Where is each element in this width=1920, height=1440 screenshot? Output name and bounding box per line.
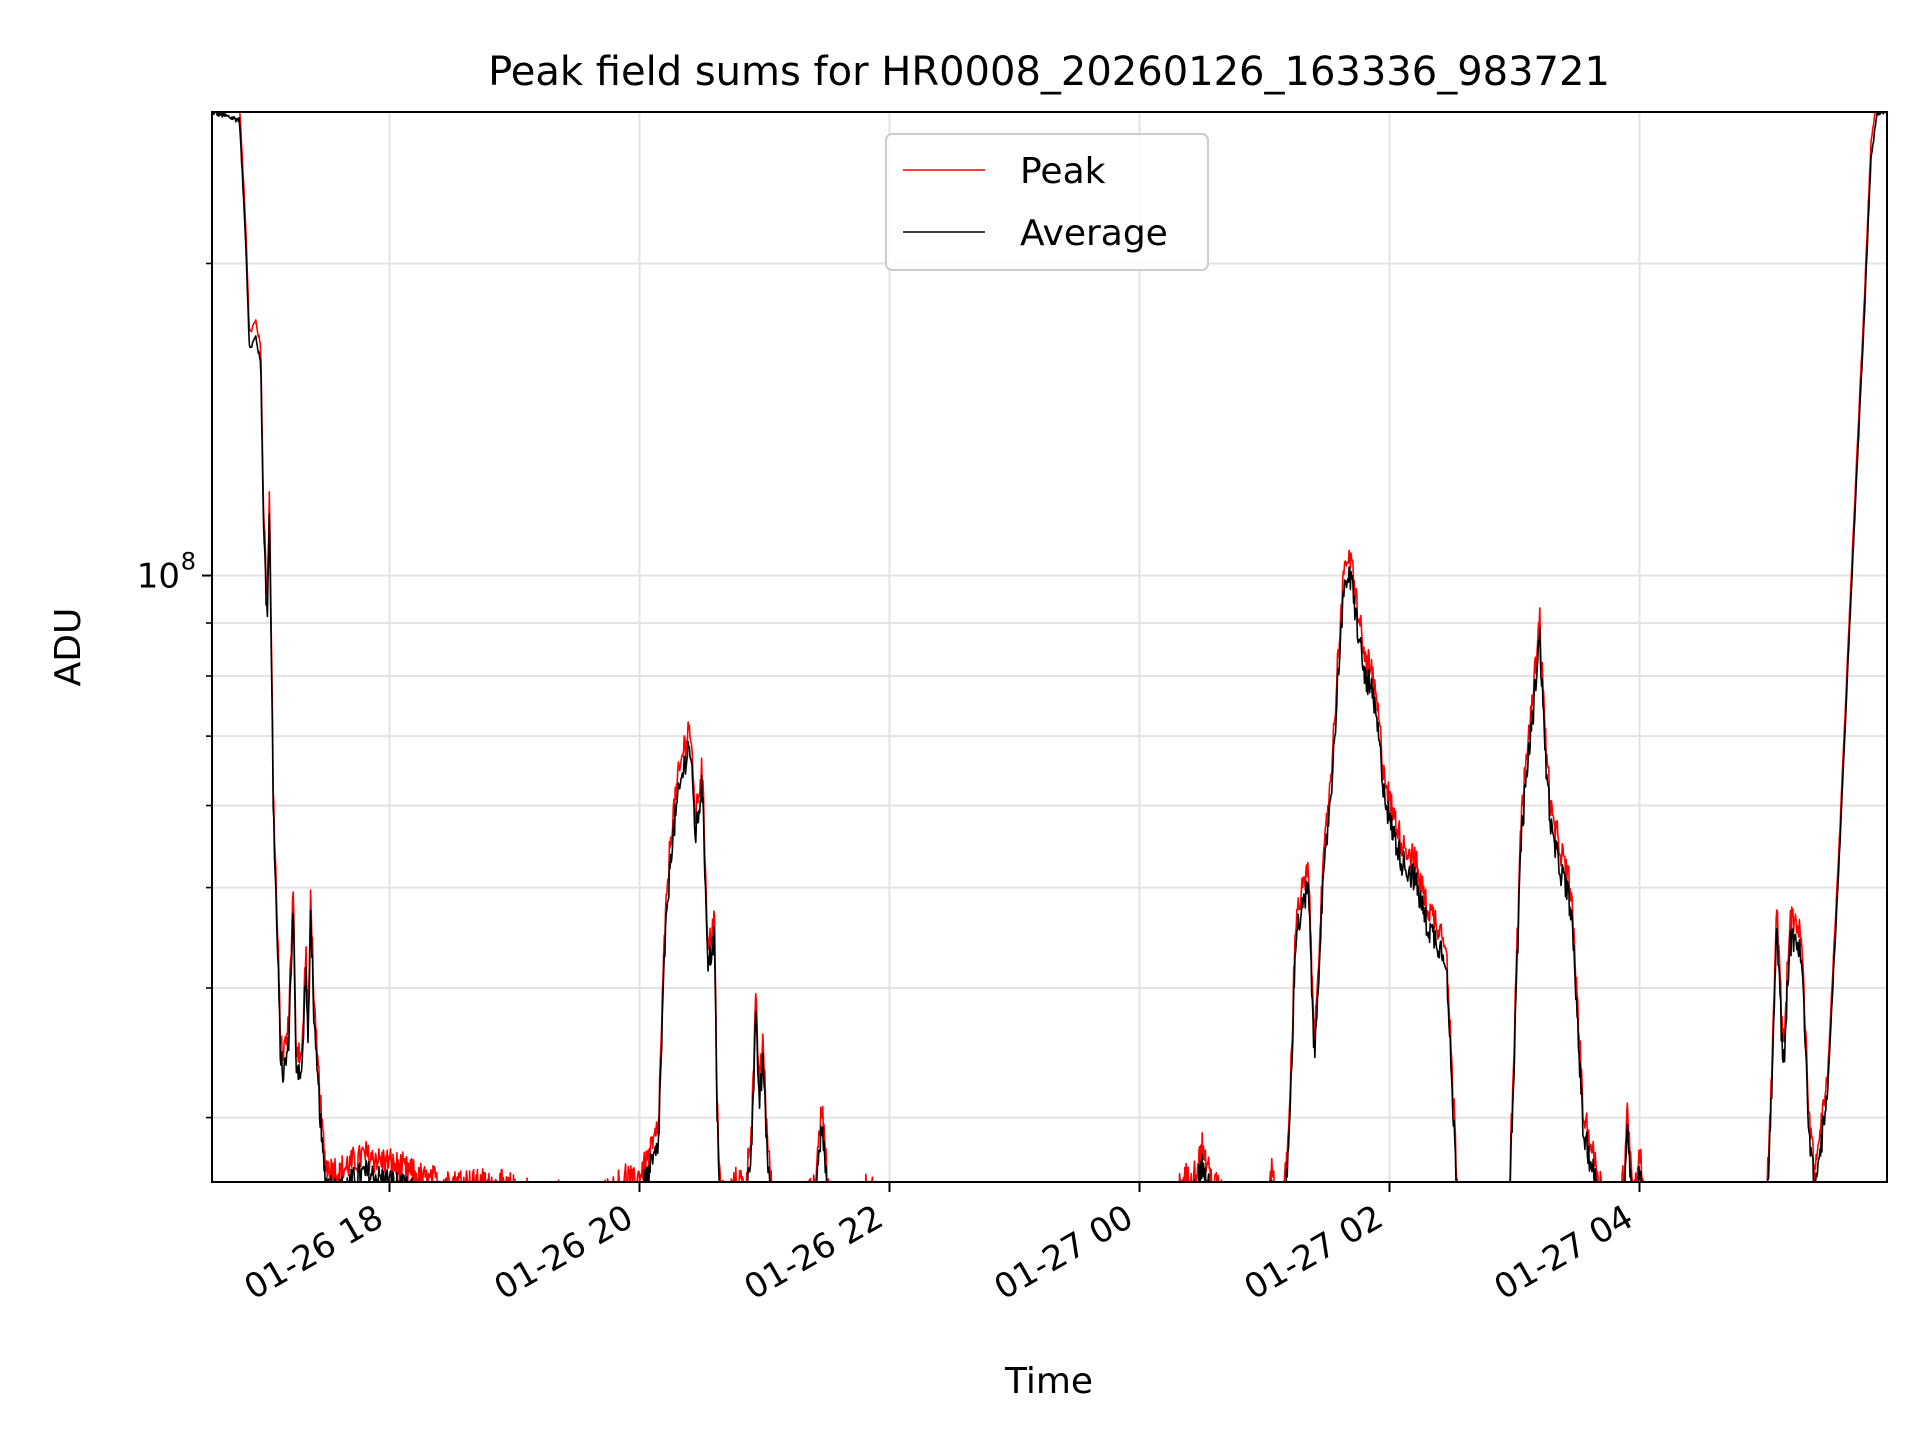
y-axis-label: ADU: [48, 608, 89, 687]
legend: Peak Average: [885, 133, 1209, 271]
y-tick-label-exponent: 8: [181, 548, 196, 576]
y-tick-label: 10: [137, 557, 180, 597]
chart-title: Peak field sums for HR0008_20260126_1633…: [488, 49, 1610, 95]
x-axis-label: Time: [1004, 1361, 1093, 1402]
legend-average-label: Average: [1020, 213, 1168, 254]
legend-box: [885, 133, 1209, 271]
y-axis-ticks: 10 8: [137, 262, 212, 1119]
legend-peak-label: Peak: [1020, 151, 1106, 192]
plot-frame: [211, 111, 1888, 1183]
